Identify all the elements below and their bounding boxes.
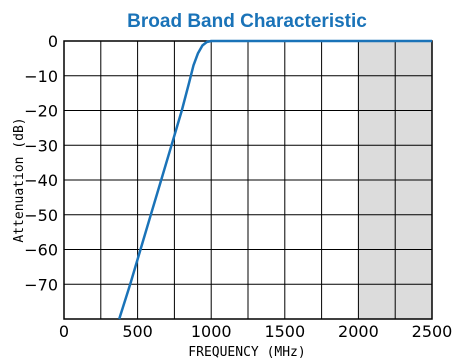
x-tick-label: 2000 (338, 322, 379, 341)
y-tick-label: −50 (24, 206, 58, 225)
y-tick-label: −70 (24, 275, 58, 294)
y-tick-label: −40 (24, 171, 58, 190)
x-tick-label: 0 (59, 322, 69, 341)
x-tick-labels: 0 500 1000 1500 2000 2500 (59, 322, 452, 341)
x-tick-label: 1500 (264, 322, 305, 341)
y-tick-label: 0 (48, 32, 58, 51)
y-tick-label: −20 (24, 102, 58, 121)
x-axis-label: FREQUENCY (MHz) (188, 345, 305, 360)
y-tick-label: −10 (24, 67, 58, 86)
series-line-0 (118, 39, 432, 320)
x-tick-label: 2500 (412, 322, 453, 341)
y-tick-labels: 0 −10 −20 −30 −40 −50 −60 −70 (24, 32, 58, 294)
y-tick-label: −60 (24, 241, 58, 260)
y-axis-label: Attenuation (dB) (12, 117, 27, 242)
series-layer (118, 39, 432, 320)
y-tick-label: −30 (24, 136, 58, 155)
x-tick-label: 1000 (191, 322, 232, 341)
chart-title: Broad Band Characteristic (127, 11, 367, 32)
x-tick-label: 500 (122, 322, 153, 341)
